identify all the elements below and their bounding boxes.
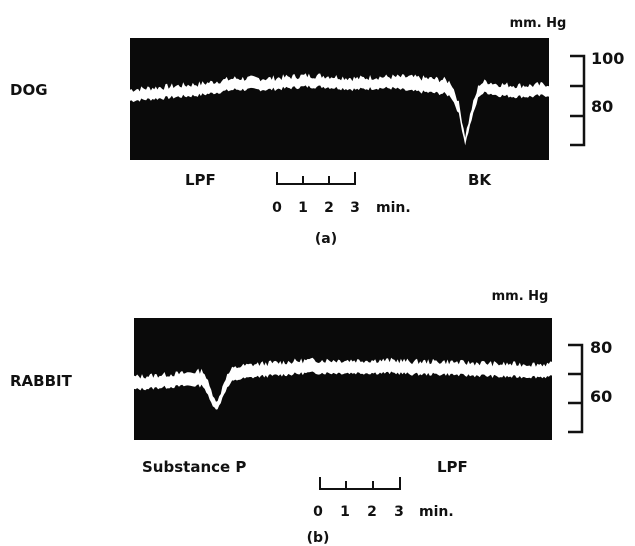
panel-a-time-scale-bar [276, 172, 356, 185]
panel-a-annotation-bk: BK [468, 171, 492, 189]
panel-b-time-tick-0: 0 [313, 504, 323, 520]
panel-a-caption: (a) [315, 231, 337, 247]
panel-b-y-scale [568, 343, 584, 434]
panel-b: mm. Hg RABBIT 80 60 Substance P LPF 0 1 … [10, 289, 612, 546]
panel-a-time-tick-1: 1 [298, 200, 308, 216]
panel-a-species-label: DOG [10, 81, 48, 99]
panel-a-annotation-lpf: LPF [185, 171, 216, 189]
panel-a-pressure-trace [130, 73, 549, 146]
panel-b-annotation-substance-p: Substance P [142, 458, 246, 476]
panel-a: mm. Hg DOG 100 80 LPF BK 0 1 2 3 min. (a… [10, 16, 624, 247]
panel-b-y-tick-60: 60 [590, 387, 612, 406]
panel-a-time-tick-0: 0 [272, 200, 282, 216]
panel-b-unit-label: mm. Hg [492, 289, 549, 304]
panel-a-unit-label: mm. Hg [510, 16, 567, 31]
panel-a-trace-background [130, 38, 549, 160]
panel-b-time-scale-bar [319, 477, 401, 490]
panel-b-pressure-trace [134, 357, 552, 410]
panel-b-y-tick-80: 80 [590, 338, 612, 357]
panel-a-time-unit: min. [376, 200, 411, 216]
panel-b-caption: (b) [307, 530, 330, 546]
panel-a-y-scale [570, 54, 586, 147]
panel-b-time-tick-3: 3 [394, 504, 404, 520]
panel-a-y-tick-80: 80 [591, 97, 613, 116]
panel-a-time-tick-2: 2 [324, 200, 334, 216]
panel-b-annotation-lpf: LPF [437, 458, 468, 476]
panel-b-time-tick-1: 1 [340, 504, 350, 520]
panel-a-y-tick-100: 100 [591, 49, 624, 68]
panel-b-time-tick-2: 2 [367, 504, 377, 520]
panel-b-time-unit: min. [419, 504, 454, 520]
panel-a-time-tick-3: 3 [350, 200, 360, 216]
panel-b-species-label: RABBIT [10, 372, 73, 390]
